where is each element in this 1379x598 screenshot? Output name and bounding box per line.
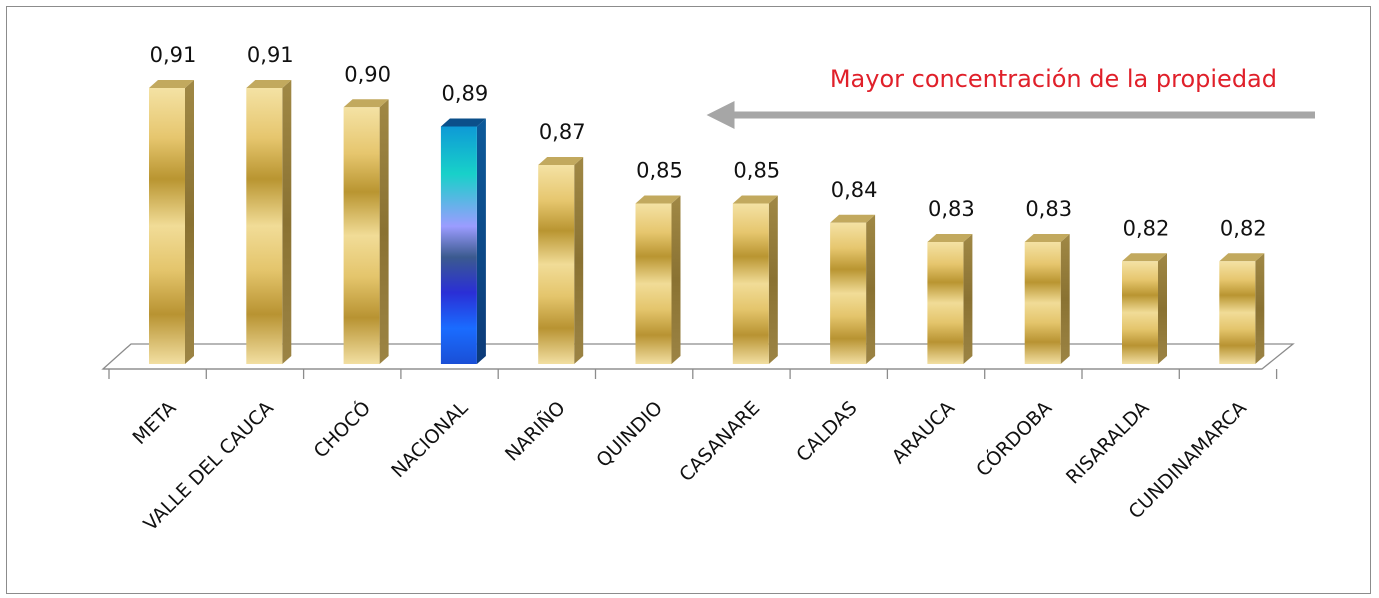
bar-front-quindio bbox=[635, 203, 672, 364]
x-tick-label-arauca: ARAUCA bbox=[888, 397, 959, 468]
bar-front-cordoba bbox=[1024, 242, 1061, 364]
bar-cordoba bbox=[1024, 234, 1070, 364]
chart-frame: 0,91 0,91 0,90 0,89 0,87 0,85 0,85 0,84 0,83 0,83… bbox=[6, 6, 1371, 594]
x-tick-label-choco: CHOCÓ bbox=[308, 396, 375, 463]
x-tick-label-cordoba: CÓRDOBA bbox=[971, 396, 1057, 482]
data-label-caldas: 0,84 bbox=[831, 178, 878, 202]
bar-caldas bbox=[830, 214, 876, 364]
bar-chart: 0,91 0,91 0,90 0,89 0,87 0,85 0,85 0,84 0,83 0,83… bbox=[101, 43, 1315, 536]
bar-side-meta bbox=[185, 80, 194, 364]
bar-top-casanare bbox=[732, 195, 778, 204]
bar-side-arauca bbox=[963, 234, 973, 364]
data-label-risaralda: 0,82 bbox=[1123, 216, 1170, 240]
bar-top-nacional bbox=[440, 118, 486, 127]
x-tick-label-casanare: CASANARE bbox=[675, 397, 764, 486]
bar-top-cordoba bbox=[1024, 234, 1070, 242]
bar-side-quindio bbox=[671, 195, 681, 364]
data-label-cundinamarca: 0,82 bbox=[1220, 216, 1267, 240]
bar-top-arauca bbox=[927, 234, 973, 242]
data-label-meta: 0,91 bbox=[150, 43, 197, 67]
data-label-casanare: 0,85 bbox=[733, 159, 780, 183]
data-label-choco: 0,90 bbox=[344, 62, 391, 86]
x-axis-ticks bbox=[108, 369, 1278, 379]
bar-top-risaralda bbox=[1122, 253, 1167, 262]
bar-front-valle-del-cauca bbox=[246, 88, 283, 364]
bar-series bbox=[149, 80, 1265, 364]
bar-front-cundinamarca bbox=[1219, 261, 1256, 364]
bar-arauca bbox=[927, 234, 973, 364]
bar-meta bbox=[149, 80, 194, 364]
data-label-nacional: 0,89 bbox=[442, 82, 489, 106]
bar-top-choco bbox=[343, 99, 389, 108]
bar-cundinamarca bbox=[1219, 253, 1265, 364]
bar-side-cundinamarca bbox=[1255, 253, 1265, 364]
bar-side-narino bbox=[574, 157, 584, 364]
bar-top-cundinamarca bbox=[1219, 253, 1265, 262]
x-tick-label-nacional: NACIONAL bbox=[387, 397, 472, 482]
bar-top-quindio bbox=[635, 195, 681, 204]
data-label-cordoba: 0,83 bbox=[1025, 197, 1072, 221]
data-label-valle-del-cauca: 0,91 bbox=[247, 43, 294, 67]
data-labels: 0,91 0,91 0,90 0,89 0,87 0,85 0,85 0,84 0,83 0,83… bbox=[150, 43, 1267, 240]
bar-front-casanare bbox=[732, 203, 769, 364]
data-label-quindio: 0,85 bbox=[636, 159, 683, 183]
bar-front-choco bbox=[343, 107, 380, 364]
annotation-text: Mayor concentración de la propiedad bbox=[830, 65, 1277, 93]
annotation: Mayor concentración de la propiedad bbox=[706, 65, 1315, 129]
bar-top-meta bbox=[149, 80, 194, 88]
bar-valle-del-cauca bbox=[246, 80, 292, 364]
bar-side-risaralda bbox=[1158, 253, 1167, 364]
bar-quindio bbox=[635, 195, 681, 364]
bar-choco bbox=[343, 99, 389, 364]
bar-top-valle-del-cauca bbox=[246, 80, 292, 88]
bar-front-caldas bbox=[830, 222, 867, 364]
bar-front-meta bbox=[149, 88, 185, 364]
bar-casanare bbox=[732, 195, 778, 364]
bar-side-cordoba bbox=[1060, 234, 1070, 364]
x-tick-label-risaralda: RISARALDA bbox=[1062, 397, 1154, 489]
x-tick-label-meta: META bbox=[129, 397, 181, 449]
bar-front-arauca bbox=[927, 242, 964, 364]
bar-risaralda bbox=[1122, 253, 1167, 364]
bar-side-caldas bbox=[866, 214, 876, 364]
x-tick-label-quindio: QUINDIO bbox=[592, 397, 667, 472]
x-tick-label-caldas: CALDAS bbox=[792, 397, 861, 466]
bar-front-risaralda bbox=[1122, 261, 1158, 364]
bar-nacional bbox=[440, 118, 486, 364]
bar-side-casanare bbox=[768, 195, 778, 364]
bar-front-narino bbox=[538, 165, 575, 364]
data-label-narino: 0,87 bbox=[539, 120, 586, 144]
bar-front-nacional bbox=[440, 126, 477, 364]
plot-floor bbox=[101, 343, 1295, 370]
x-tick-label-narino: NARIÑO bbox=[500, 396, 569, 465]
bar-top-caldas bbox=[830, 214, 876, 223]
bar-side-nacional bbox=[476, 118, 486, 364]
bar-top-narino bbox=[538, 157, 584, 165]
bar-narino bbox=[538, 157, 584, 364]
bar-side-choco bbox=[379, 99, 389, 364]
data-label-arauca: 0,83 bbox=[928, 197, 975, 221]
bar-side-valle-del-cauca bbox=[282, 80, 292, 364]
